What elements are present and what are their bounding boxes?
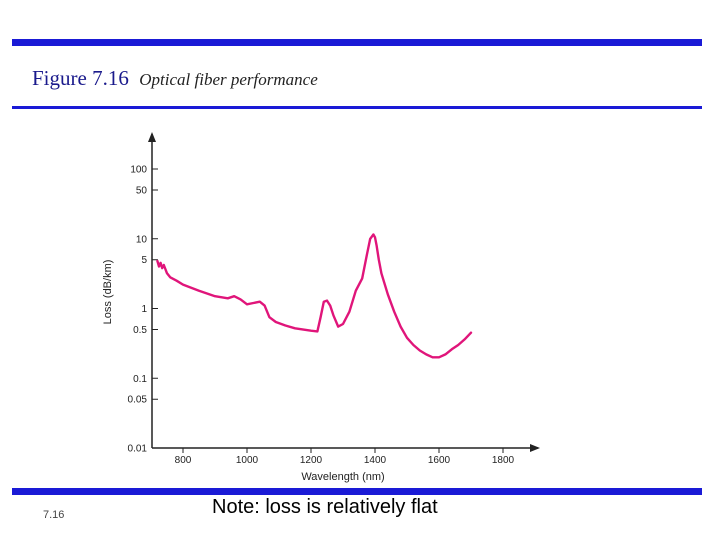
x-tick-label: 1200 <box>300 455 323 466</box>
x-axis-title: Wavelength (nm) <box>301 471 384 483</box>
figure-caption: Optical fiber performance <box>139 70 318 89</box>
y-tick-label: 0.05 <box>128 395 148 406</box>
x-tick-label: 800 <box>175 455 192 466</box>
x-tick-label: 1600 <box>428 455 451 466</box>
loss-curve <box>156 233 473 359</box>
y-axis-title: Loss (dB/km) <box>102 260 114 325</box>
y-tick-label: 0.5 <box>133 325 147 336</box>
y-tick-label: 50 <box>136 185 148 196</box>
x-tick-label: 1400 <box>364 455 387 466</box>
slide-title: Figure 7.16 Optical fiber performance <box>32 66 318 91</box>
y-tick-label: 0.1 <box>133 374 147 385</box>
title-rule <box>12 106 702 109</box>
slide-number: 7.16 <box>43 509 65 521</box>
figure-number: Figure 7.16 <box>32 66 129 90</box>
x-tick-label: 1000 <box>236 455 259 466</box>
y-tick-label: 5 <box>141 255 147 266</box>
bottom-rule <box>12 488 702 495</box>
y-tick-label: 1 <box>141 304 147 315</box>
top-rule <box>12 39 702 46</box>
y-tick-label: 10 <box>136 234 148 245</box>
y-tick-label: 100 <box>130 165 147 176</box>
footnote: Note: loss is relatively flat <box>212 496 438 518</box>
y-tick-label: 0.01 <box>128 444 148 455</box>
x-tick-label: 1800 <box>492 455 515 466</box>
